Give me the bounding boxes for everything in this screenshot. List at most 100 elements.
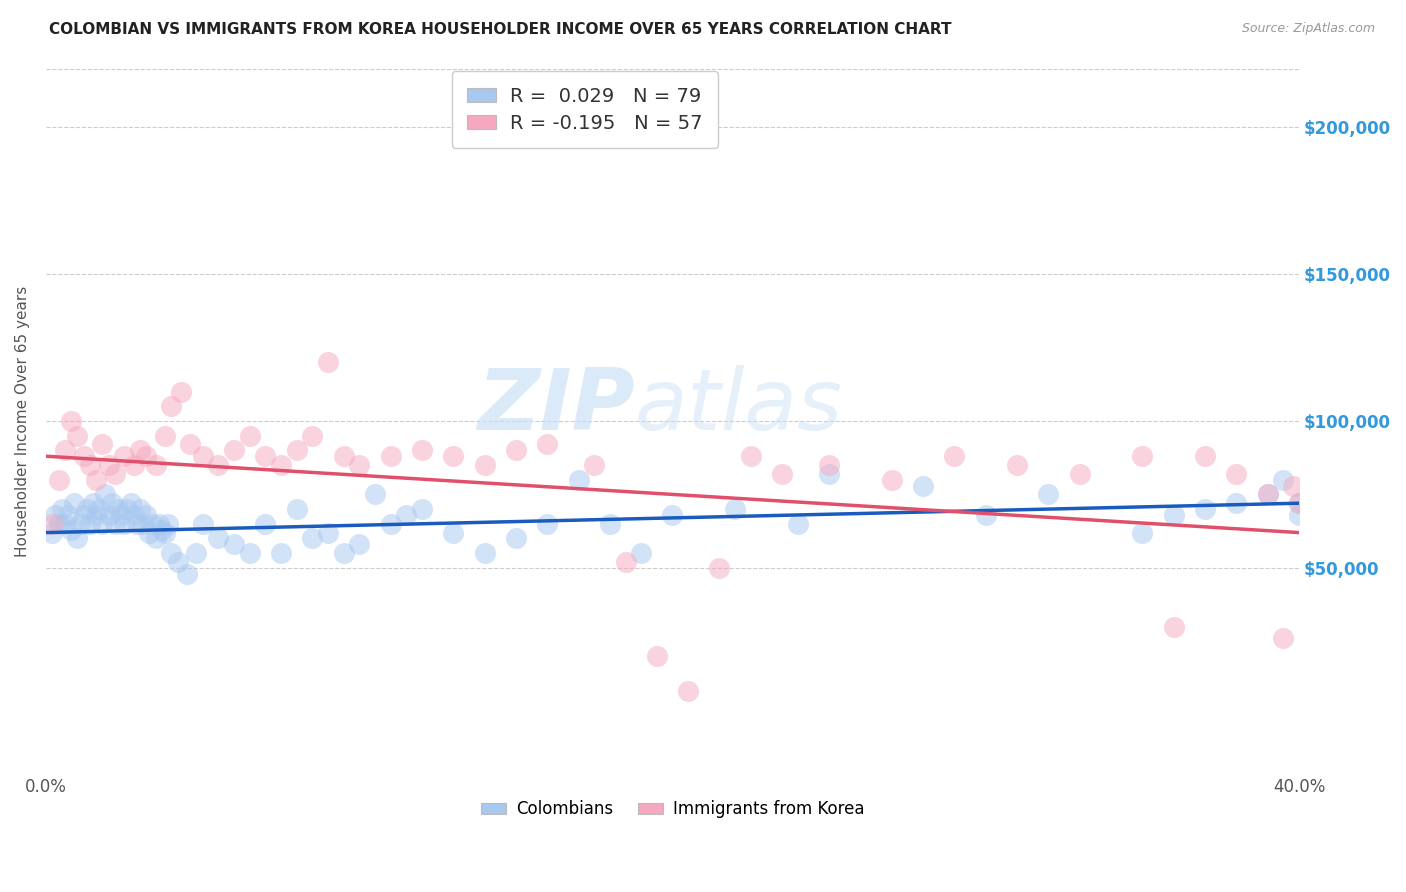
- Point: [301, 532, 323, 546]
- Point: [380, 449, 402, 463]
- Point: [364, 487, 387, 501]
- Point: [239, 546, 262, 560]
- Point: [97, 508, 120, 522]
- Point: [207, 458, 229, 472]
- Point: [505, 443, 527, 458]
- Point: [1272, 632, 1295, 646]
- Point: [630, 546, 652, 560]
- Point: [122, 458, 145, 472]
- Point: [818, 467, 841, 481]
- Point: [912, 478, 935, 492]
- Point: [166, 555, 188, 569]
- Point: [1288, 508, 1310, 522]
- Point: [599, 516, 621, 531]
- Point: [72, 449, 94, 463]
- Point: [316, 355, 339, 369]
- Point: [191, 516, 214, 531]
- Point: [160, 399, 183, 413]
- Point: [100, 496, 122, 510]
- Point: [411, 502, 433, 516]
- Point: [97, 458, 120, 472]
- Point: [76, 502, 98, 516]
- Point: [1038, 487, 1060, 501]
- Y-axis label: Householder Income Over 65 years: Householder Income Over 65 years: [15, 285, 30, 557]
- Point: [270, 546, 292, 560]
- Point: [1281, 478, 1303, 492]
- Point: [66, 532, 89, 546]
- Point: [567, 473, 589, 487]
- Point: [818, 458, 841, 472]
- Point: [1288, 496, 1310, 510]
- Point: [943, 449, 966, 463]
- Point: [270, 458, 292, 472]
- Point: [770, 467, 793, 481]
- Point: [135, 508, 157, 522]
- Point: [186, 546, 208, 560]
- Point: [285, 502, 308, 516]
- Point: [332, 546, 354, 560]
- Point: [148, 516, 170, 531]
- Point: [254, 516, 277, 531]
- Point: [51, 502, 73, 516]
- Point: [441, 525, 464, 540]
- Point: [160, 546, 183, 560]
- Point: [150, 523, 173, 537]
- Point: [1132, 525, 1154, 540]
- Point: [120, 496, 142, 510]
- Point: [48, 516, 70, 531]
- Point: [709, 561, 731, 575]
- Point: [1225, 467, 1247, 481]
- Point: [505, 532, 527, 546]
- Point: [645, 648, 668, 663]
- Point: [332, 449, 354, 463]
- Point: [145, 532, 167, 546]
- Point: [91, 437, 114, 451]
- Point: [380, 516, 402, 531]
- Point: [84, 473, 107, 487]
- Point: [89, 502, 111, 516]
- Point: [536, 437, 558, 451]
- Point: [1225, 496, 1247, 510]
- Point: [1132, 449, 1154, 463]
- Point: [41, 525, 63, 540]
- Point: [1272, 473, 1295, 487]
- Point: [110, 508, 132, 522]
- Point: [112, 449, 135, 463]
- Point: [141, 516, 163, 531]
- Point: [222, 443, 245, 458]
- Point: [474, 458, 496, 472]
- Text: COLOMBIAN VS IMMIGRANTS FROM KOREA HOUSEHOLDER INCOME OVER 65 YEARS CORRELATION : COLOMBIAN VS IMMIGRANTS FROM KOREA HOUSE…: [49, 22, 952, 37]
- Point: [138, 525, 160, 540]
- Point: [60, 414, 83, 428]
- Point: [79, 458, 101, 472]
- Point: [661, 508, 683, 522]
- Point: [583, 458, 606, 472]
- Point: [41, 516, 63, 531]
- Point: [125, 516, 148, 531]
- Point: [1069, 467, 1091, 481]
- Point: [94, 487, 117, 501]
- Point: [145, 458, 167, 472]
- Point: [536, 516, 558, 531]
- Point: [614, 555, 637, 569]
- Point: [170, 384, 193, 399]
- Point: [347, 458, 370, 472]
- Point: [347, 537, 370, 551]
- Point: [441, 449, 464, 463]
- Point: [129, 443, 152, 458]
- Point: [411, 443, 433, 458]
- Point: [153, 525, 176, 540]
- Point: [117, 502, 139, 516]
- Point: [157, 516, 180, 531]
- Point: [1005, 458, 1028, 472]
- Point: [740, 449, 762, 463]
- Point: [107, 502, 129, 516]
- Point: [316, 525, 339, 540]
- Point: [69, 516, 91, 531]
- Point: [132, 516, 155, 531]
- Point: [60, 523, 83, 537]
- Point: [112, 516, 135, 531]
- Point: [301, 428, 323, 442]
- Point: [122, 508, 145, 522]
- Point: [84, 508, 107, 522]
